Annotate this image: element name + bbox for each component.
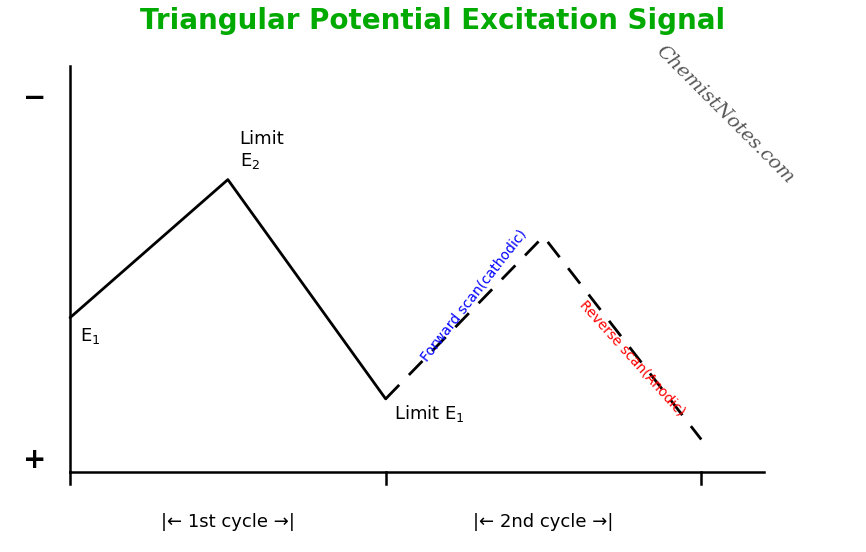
Title: Triangular Potential Excitation Signal: Triangular Potential Excitation Signal [140,7,726,35]
Text: +: + [23,446,46,474]
Text: |← 2nd cycle →|: |← 2nd cycle →| [474,513,614,530]
Text: −: − [23,84,46,113]
Text: ChemistNotes.com: ChemistNotes.com [652,42,798,187]
Text: |← 1st cycle →|: |← 1st cycle →| [161,513,294,530]
Text: E$_1$: E$_1$ [80,326,100,346]
Text: Reverse scan(Anodic): Reverse scan(Anodic) [577,298,688,418]
Text: Limit E$_1$: Limit E$_1$ [393,403,464,424]
Text: Forward scan(cathodic): Forward scan(cathodic) [418,227,529,364]
Text: Limit
E$_2$: Limit E$_2$ [240,130,284,172]
